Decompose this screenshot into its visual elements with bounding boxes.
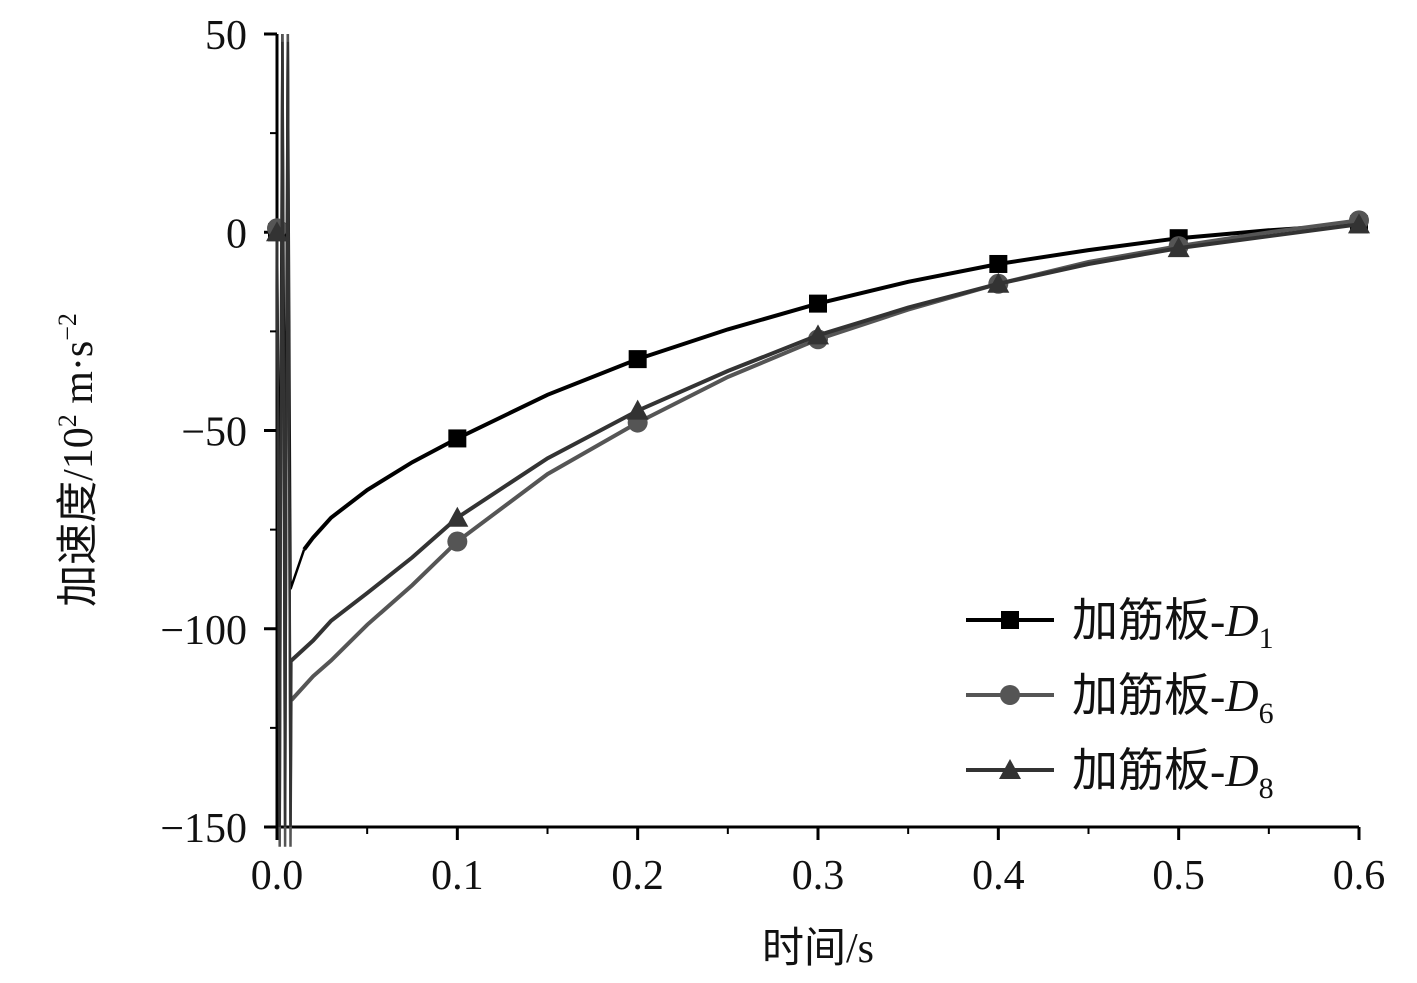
series-2 — [266, 41, 1370, 828]
data-point — [809, 294, 827, 313]
series-0 — [268, 33, 1368, 590]
data-point — [987, 272, 1010, 293]
legend-item: 加筋板-D1 — [966, 595, 1274, 655]
data-point — [626, 399, 649, 420]
x-tick-label: 0.1 — [431, 853, 484, 899]
x-tick-label: 0.0 — [251, 853, 304, 899]
legend-label-subscript: 6 — [1259, 697, 1274, 730]
legend-label: 加筋板-D6 — [1072, 670, 1274, 730]
series-spike — [275, 33, 293, 847]
y-axis-label-exp1: 2 — [53, 414, 82, 427]
legend-marker — [1001, 611, 1019, 629]
x-tick-label: 0.3 — [792, 853, 845, 899]
data-point — [1167, 237, 1190, 258]
y-axis-label-exp2: −2 — [53, 313, 82, 341]
data-point — [448, 429, 467, 448]
legend-label-subscript: 1 — [1259, 622, 1274, 655]
x-tick-label: 0.2 — [611, 853, 664, 899]
legend-label-text: 加筋板- — [1072, 595, 1225, 646]
y-tick-label: 0 — [226, 211, 247, 257]
legend-marker — [999, 759, 1021, 779]
series-line — [290, 222, 1360, 662]
legend-label-italic: D — [1224, 595, 1258, 646]
legend-label: 加筋板-D1 — [1072, 595, 1274, 655]
series-spike — [275, 41, 293, 828]
legend-label-text: 加筋板- — [1072, 745, 1225, 796]
y-axis-label: 加速度/102 m·s−2 — [53, 313, 102, 607]
x-tick-label: 0.4 — [972, 853, 1025, 899]
series-layer — [266, 33, 1370, 847]
legend-item: 加筋板-D6 — [966, 670, 1274, 730]
data-point — [989, 254, 1008, 273]
axes: 0.0 0.1 0.2 0.3 0.4 0.5 0.6 50 0 −50 −100 −150 — [160, 13, 1385, 899]
y-axis-label-mid: m·s — [56, 341, 102, 415]
data-point — [807, 324, 829, 345]
x-tick-label: 0.5 — [1152, 853, 1205, 899]
data-point — [446, 506, 469, 527]
legend-label: 加筋板-D8 — [1072, 745, 1274, 805]
y-tick-label: −100 — [160, 608, 247, 654]
y-tick-label: 50 — [205, 13, 247, 59]
legend-label-italic: D — [1224, 670, 1258, 721]
data-point — [266, 221, 288, 242]
x-axis-label: 时间/s — [762, 926, 874, 972]
y-tick-label: −50 — [181, 410, 247, 456]
y-axis-label-prefix: 加速度/10 — [56, 427, 102, 607]
legend-item: 加筋板-D8 — [966, 745, 1274, 805]
data-point — [447, 531, 468, 552]
y-tick-label: −150 — [160, 806, 247, 852]
legend-label-subscript: 8 — [1259, 772, 1274, 805]
x-tick-label: 0.6 — [1333, 853, 1386, 899]
data-point — [628, 350, 647, 369]
series-line — [302, 222, 1360, 551]
data-point — [1348, 213, 1370, 234]
series-1 — [267, 33, 1369, 847]
legend-label-text: 加筋板- — [1072, 670, 1225, 721]
legend-marker — [1000, 685, 1020, 705]
legend-label-italic: D — [1224, 745, 1258, 796]
